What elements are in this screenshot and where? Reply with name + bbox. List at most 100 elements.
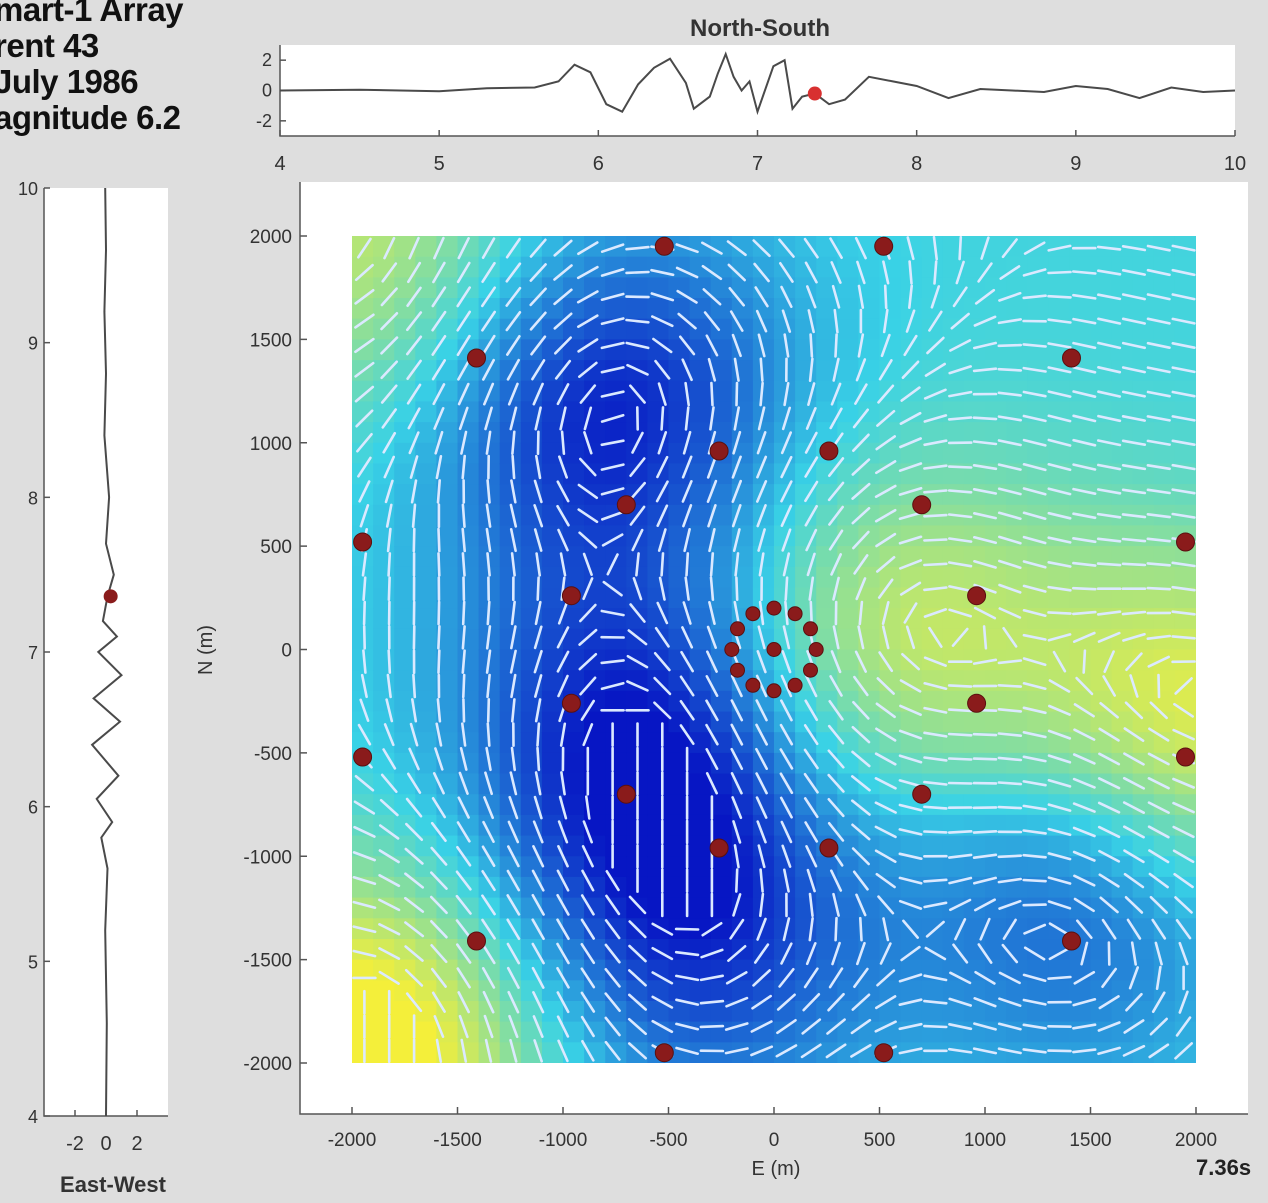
displacement-arrow [460, 430, 468, 455]
heatmap-cell [394, 794, 417, 816]
heatmap-cell [584, 546, 606, 568]
displacement-arrow [674, 950, 700, 957]
heatmap-cell [900, 587, 923, 609]
heatmap-cell [436, 1042, 459, 1063]
heatmap-cell [415, 690, 438, 713]
heatmap-cell [415, 752, 438, 775]
displacement-arrow [352, 875, 377, 886]
heatmap-cell [1006, 628, 1028, 651]
displacement-arrow [923, 780, 948, 786]
displacement-arrow [1146, 562, 1171, 567]
heatmap-cell [1132, 236, 1155, 258]
displacement-arrow [1047, 462, 1072, 472]
displacement-arrow [1146, 293, 1171, 301]
displacement-arrow [510, 600, 516, 626]
displacement-arrow [972, 658, 998, 665]
displacement-arrow [556, 893, 570, 916]
displacement-arrow [707, 357, 717, 382]
heatmap-cell [394, 298, 417, 320]
heatmap-cell [563, 401, 585, 423]
heatmap-cell [1111, 587, 1134, 609]
displacement-arrow [705, 674, 719, 698]
heatmap-cell [1027, 939, 1050, 961]
heatmap-cell [921, 277, 944, 299]
heatmap-cell [1006, 918, 1028, 940]
heatmap-cell [584, 525, 606, 547]
displacement-arrow [853, 554, 869, 575]
displacement-arrow [481, 894, 496, 916]
displacement-arrow [1146, 366, 1171, 374]
displacement-arrow [681, 479, 693, 503]
heatmap-cell [985, 711, 1007, 733]
heatmap-cell [689, 1042, 712, 1063]
heatmap-cell [1069, 442, 1092, 465]
displacement-arrow [556, 869, 570, 892]
displacement-arrow [405, 992, 423, 1013]
heatmap-cell [879, 587, 902, 609]
displacement-arrow [734, 868, 739, 893]
heatmap-cell [1153, 628, 1176, 651]
heatmap-cell [774, 339, 796, 361]
displacement-arrow [1022, 1048, 1047, 1054]
heatmap-cell [963, 256, 986, 279]
heatmap-cell [858, 690, 881, 713]
displacement-arrow [1146, 586, 1172, 591]
displacement-arrow [1097, 488, 1122, 495]
displacement-arrow [356, 432, 373, 453]
displacement-arrow [784, 576, 789, 602]
heatmap-cell [900, 608, 923, 630]
heatmap-cell [858, 1042, 881, 1063]
heatmap-cell [605, 380, 628, 403]
heatmap-cell [626, 277, 649, 299]
heatmap-cell [1048, 298, 1071, 320]
heatmap-cell [731, 876, 754, 899]
heatmap-cell [415, 1042, 438, 1063]
displacement-arrow [557, 528, 569, 552]
heatmap-cell [1153, 566, 1176, 589]
heatmap-cell [668, 897, 691, 920]
displacement-arrow [750, 1020, 773, 1033]
heatmap-cell [1153, 236, 1176, 258]
displacement-arrow [510, 552, 516, 577]
displacement-arrow [433, 236, 445, 260]
heatmap-cell [436, 980, 459, 1002]
displacement-arrow [947, 465, 973, 469]
displacement-arrow [382, 431, 397, 454]
displacement-arrow [362, 649, 367, 674]
heatmap-cell [436, 939, 459, 961]
heatmap-cell [563, 918, 585, 940]
displacement-arrow [1172, 849, 1195, 864]
displacement-arrow [1175, 1016, 1192, 1037]
displacement-arrow [972, 757, 998, 761]
displacement-arrow [829, 407, 843, 430]
heatmap-cell [436, 422, 459, 444]
heatmap-cell [795, 587, 817, 609]
heatmap-cell [373, 236, 395, 258]
displacement-arrow [431, 286, 447, 308]
heatmap-cell [963, 422, 986, 444]
displacement-arrow [432, 771, 445, 795]
heatmap-cell [837, 959, 860, 982]
heatmap-cell [373, 1001, 395, 1023]
displacement-arrow [437, 624, 441, 650]
heatmap-cell [584, 422, 606, 444]
displacement-arrow [1097, 463, 1122, 471]
heatmap-cell [520, 236, 543, 258]
displacement-arrow [1098, 727, 1120, 742]
heatmap-cell [1006, 277, 1028, 299]
displacement-arrow [732, 893, 742, 917]
displacement-arrow [629, 457, 646, 478]
displacement-arrow [898, 754, 923, 764]
displacement-arrow [705, 771, 719, 795]
displacement-arrow [354, 774, 375, 792]
heatmap-cell [1048, 236, 1071, 258]
displacement-arrow [456, 310, 472, 332]
displacement-arrow [684, 381, 691, 407]
displacement-arrow [899, 581, 922, 596]
displacement-arrow [481, 845, 496, 868]
heatmap-cell [921, 236, 944, 258]
heatmap-cell [605, 814, 628, 837]
heatmap-cell [795, 277, 817, 299]
displacement-arrow [1126, 918, 1142, 940]
displacement-arrow [600, 681, 625, 691]
